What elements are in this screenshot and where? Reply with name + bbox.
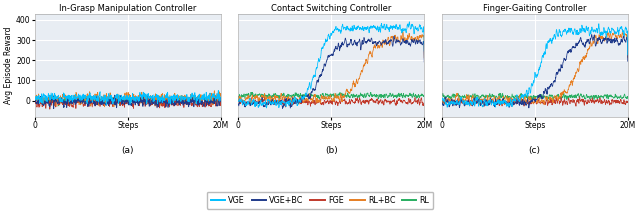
Legend: VGE, VGE+BC, FGE, RL+BC, RL: VGE, VGE+BC, FGE, RL+BC, RL xyxy=(207,192,433,209)
Text: (c): (c) xyxy=(529,146,541,155)
Text: (b): (b) xyxy=(325,146,337,155)
Title: In-Grasp Manipulation Controller: In-Grasp Manipulation Controller xyxy=(59,4,196,13)
Title: Contact Switching Controller: Contact Switching Controller xyxy=(271,4,392,13)
Y-axis label: Avg Episode Reward: Avg Episode Reward xyxy=(4,27,13,104)
Text: (a): (a) xyxy=(122,146,134,155)
Title: Finger-Gaiting Controller: Finger-Gaiting Controller xyxy=(483,4,586,13)
